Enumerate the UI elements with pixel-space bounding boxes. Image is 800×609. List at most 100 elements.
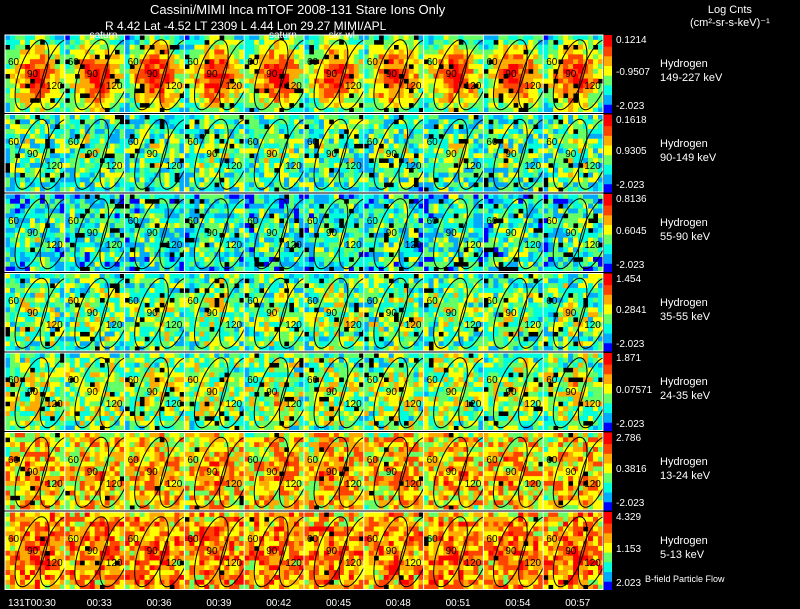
colorbar-cb-max: 0.8136 bbox=[616, 194, 647, 205]
contour-label: 60 bbox=[486, 534, 498, 545]
contour-label: 120 bbox=[404, 81, 422, 92]
contour-label: 120 bbox=[46, 558, 63, 569]
contour-label: 60 bbox=[366, 295, 378, 307]
contour-label: 90 bbox=[266, 387, 278, 398]
contour-label: 90 bbox=[266, 69, 278, 80]
contour-label: 120 bbox=[584, 81, 601, 92]
contour-label: 120 bbox=[46, 240, 63, 251]
contour-label: 90 bbox=[206, 69, 218, 80]
contour-label: 90 bbox=[146, 69, 158, 80]
x-tick-label: 00:48 bbox=[385, 598, 411, 609]
contour-label: 90 bbox=[27, 466, 39, 478]
contour-label: 60 bbox=[8, 375, 20, 386]
colorbar-cb-min: -2.023 bbox=[616, 259, 645, 271]
contour-label: 60 bbox=[187, 454, 199, 466]
panel-3 bbox=[4, 273, 613, 352]
contour-label: 120 bbox=[404, 399, 422, 410]
contour-label: 60 bbox=[546, 454, 558, 466]
contour-label: 120 bbox=[165, 240, 183, 251]
contour-label: 120 bbox=[46, 81, 63, 92]
contour-label: 60 bbox=[486, 216, 498, 227]
contour-label: 60 bbox=[187, 136, 199, 148]
contour-label: 60 bbox=[366, 136, 378, 148]
contour-label: 60 bbox=[8, 534, 20, 545]
contour-label: 90 bbox=[565, 228, 577, 239]
contour-label: 90 bbox=[445, 546, 457, 557]
contour-label: 120 bbox=[464, 319, 482, 331]
contour-label: 120 bbox=[165, 319, 183, 331]
colorbar-cb-mid: 0.2841 bbox=[616, 305, 647, 317]
contour-label: 90 bbox=[445, 148, 457, 160]
panel-energy: 149-227 keV bbox=[660, 72, 723, 84]
contour-label: 60 bbox=[546, 57, 558, 68]
contour-label: 90 bbox=[326, 466, 338, 478]
contour-label: 90 bbox=[385, 69, 397, 80]
contour-label: 90 bbox=[326, 546, 338, 557]
contour-label: 120 bbox=[165, 160, 183, 172]
contour-label: 120 bbox=[404, 478, 422, 490]
contour-label: 120 bbox=[285, 319, 302, 331]
colorbar-cb-min: -2.023 bbox=[616, 100, 645, 112]
contour-label: 60 bbox=[127, 375, 139, 386]
contour-label: 90 bbox=[206, 148, 218, 160]
contour-label: 90 bbox=[27, 69, 39, 80]
contour-label: 90 bbox=[385, 228, 397, 239]
contour-label: 90 bbox=[505, 387, 517, 398]
ephemeris-info: R 4.42 Lat -4.52 LT 2309 L 4.44 Lon 29.2… bbox=[105, 19, 387, 33]
contour-label: 90 bbox=[326, 69, 338, 80]
panel-label: Hydrogen 24-35 keV bbox=[660, 375, 710, 403]
contour-label: 120 bbox=[404, 160, 422, 172]
contour-label: 90 bbox=[86, 228, 98, 239]
contour-label: 60 bbox=[67, 534, 79, 545]
contour-label: 60 bbox=[426, 454, 438, 466]
panel-species: Hydrogen bbox=[660, 137, 708, 150]
contour-label: 90 bbox=[445, 387, 457, 398]
contour-label: 120 bbox=[46, 399, 63, 410]
contour-label: 120 bbox=[285, 558, 302, 569]
contour-label: 120 bbox=[105, 558, 123, 569]
contour-label: 90 bbox=[146, 546, 158, 557]
contour-label: 60 bbox=[247, 216, 259, 227]
contour-label: 60 bbox=[8, 216, 20, 227]
contour-label: 60 bbox=[486, 136, 498, 148]
contour-label: 90 bbox=[86, 307, 98, 319]
contour-label: 120 bbox=[584, 478, 601, 490]
units-line2: (cm²-sr-s-keV)⁻¹ bbox=[690, 17, 770, 29]
contour-label: 90 bbox=[505, 307, 517, 319]
contour-label: 60 bbox=[67, 57, 79, 68]
contour-label: 60 bbox=[486, 454, 498, 466]
contour-label: 120 bbox=[584, 319, 601, 331]
marker-label: saturn bbox=[269, 30, 297, 41]
marker-label: saturn bbox=[89, 30, 118, 41]
contour-label: 60 bbox=[366, 454, 378, 466]
contour-label: 60 bbox=[307, 216, 319, 227]
contour-label: 120 bbox=[105, 160, 123, 172]
colorbar-cb-max: 1.871 bbox=[616, 353, 642, 364]
contour-label: 120 bbox=[464, 240, 482, 251]
contour-label: 120 bbox=[225, 399, 243, 410]
contour-label: 60 bbox=[307, 136, 319, 148]
panel-label: Hydrogen 5-13 keV bbox=[660, 534, 708, 562]
contour-label: 60 bbox=[127, 57, 139, 68]
contour-label: 120 bbox=[464, 399, 482, 410]
colorbar-cb-mid: -0.9507 bbox=[616, 66, 650, 78]
contour-label: 60 bbox=[307, 295, 319, 307]
panel-label: Hydrogen 90-149 keV bbox=[660, 137, 716, 165]
contour-label: 120 bbox=[285, 399, 302, 410]
panel-6 bbox=[4, 511, 613, 590]
contour-label: 60 bbox=[366, 216, 378, 227]
colorbar-cb-min: -2.023 bbox=[616, 180, 645, 191]
contour-label: 60 bbox=[67, 216, 79, 227]
contour-label: 60 bbox=[187, 534, 199, 545]
panel-energy: 13-24 keV bbox=[660, 469, 711, 482]
colorbar-cb-max: 0.1214 bbox=[616, 35, 647, 46]
contour-label: 60 bbox=[8, 295, 20, 307]
contour-label: 90 bbox=[146, 228, 158, 239]
contour-label: 90 bbox=[385, 387, 397, 398]
contour-label: 120 bbox=[524, 160, 542, 172]
contour-label: 90 bbox=[206, 228, 218, 239]
contour-label: 120 bbox=[165, 558, 183, 569]
contour-label: 60 bbox=[187, 375, 199, 386]
contour-label: 90 bbox=[266, 228, 278, 239]
contour-label: 120 bbox=[584, 399, 601, 410]
